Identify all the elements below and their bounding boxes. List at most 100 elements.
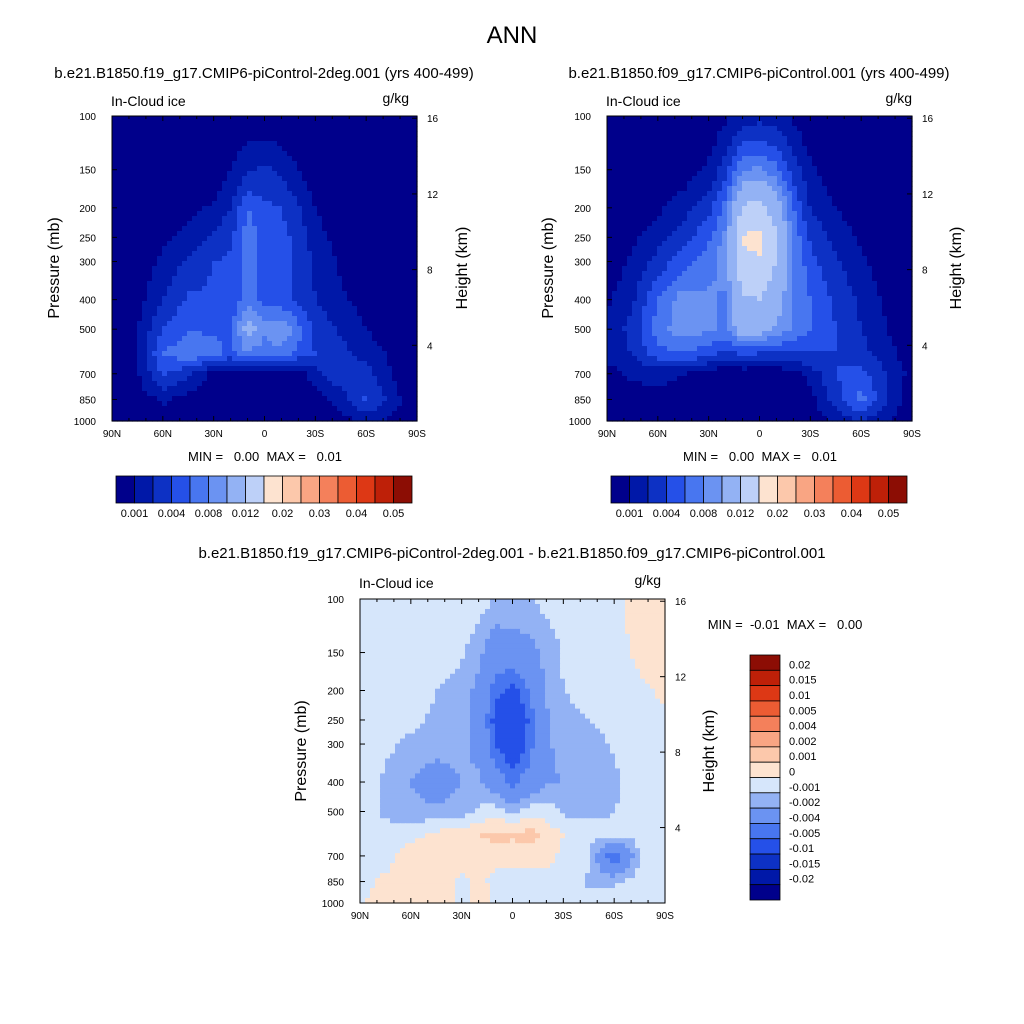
contour-cell: [842, 171, 848, 177]
contour-cell: [152, 366, 158, 372]
contour-cell: [332, 216, 338, 222]
contour-cell: [247, 411, 253, 417]
contour-cell: [392, 401, 398, 407]
contour-cell: [377, 316, 383, 322]
contour-cell: [707, 116, 713, 122]
contour-cell: [147, 371, 153, 377]
contour-cell: [117, 346, 123, 352]
contour-cell: [887, 121, 893, 127]
contour-cell: [327, 341, 333, 347]
contour-cell: [277, 346, 283, 352]
contour-cell: [117, 121, 123, 127]
contour-cell: [297, 246, 303, 252]
contour-cell: [357, 206, 363, 212]
contour-cell: [802, 196, 808, 202]
contour-cell: [412, 361, 418, 367]
contour-cell: [222, 366, 228, 372]
contour-cell: [312, 221, 318, 227]
contour-cell: [257, 406, 263, 412]
contour-cell: [167, 341, 173, 347]
contour-cell: [222, 216, 228, 222]
contour-cell: [362, 276, 368, 282]
contour-cell: [847, 171, 853, 177]
contour-cell: [307, 301, 313, 307]
contour-cell: [312, 301, 318, 307]
contour-cell: [127, 216, 133, 222]
contour-cell: [637, 196, 643, 202]
contour-cell: [242, 191, 248, 197]
contour-cell: [247, 246, 253, 252]
contour-cell: [277, 211, 283, 217]
contour-cell: [182, 296, 188, 302]
contour-cell: [262, 181, 268, 187]
contour-cell: [777, 206, 783, 212]
contour-cell: [222, 271, 228, 277]
contour-cell: [327, 236, 333, 242]
contour-cell: [362, 366, 368, 372]
contour-cell: [252, 256, 258, 262]
contour-cell: [767, 141, 773, 147]
contour-cell: [392, 301, 398, 307]
contour-cell: [192, 231, 198, 237]
contour-cell: [767, 161, 773, 167]
contour-cell: [362, 376, 368, 382]
contour-cell: [332, 121, 338, 127]
contour-cell: [117, 221, 123, 227]
contour-cell: [412, 226, 418, 232]
contour-cell: [762, 126, 768, 132]
panel-1-units: g/kg: [383, 90, 409, 106]
contour-cell: [212, 196, 218, 202]
contour-cell: [412, 356, 418, 362]
contour-cell: [847, 186, 853, 192]
contour-cell: [837, 201, 843, 207]
contour-cell: [197, 211, 203, 217]
contour-cell: [392, 291, 398, 297]
contour-cell: [297, 286, 303, 292]
contour-cell: [372, 176, 378, 182]
contour-cell: [322, 311, 328, 317]
contour-cell: [327, 176, 333, 182]
contour-cell: [247, 256, 253, 262]
contour-cell: [367, 216, 373, 222]
contour-cell: [372, 336, 378, 342]
contour-cell: [362, 116, 368, 122]
contour-cell: [257, 236, 263, 242]
contour-cell: [252, 286, 258, 292]
contour-cell: [232, 291, 238, 297]
contour-cell: [192, 391, 198, 397]
contour-cell: [112, 301, 118, 307]
contour-cell: [157, 231, 163, 237]
contour-cell: [282, 121, 288, 127]
contour-cell: [272, 291, 278, 297]
contour-cell: [752, 126, 758, 132]
contour-cell: [267, 351, 273, 357]
contour-cell: [172, 271, 178, 277]
contour-cell: [172, 361, 178, 367]
contour-cell: [402, 226, 408, 232]
contour-cell: [297, 211, 303, 217]
contour-cell: [137, 401, 143, 407]
contour-cell: [162, 311, 168, 317]
contour-cell: [337, 116, 343, 122]
contour-cell: [777, 156, 783, 162]
contour-cell: [227, 151, 233, 157]
contour-cell: [777, 166, 783, 172]
contour-cell: [162, 406, 168, 412]
contour-cell: [362, 181, 368, 187]
contour-cell: [252, 306, 258, 312]
contour-cell: [112, 186, 118, 192]
contour-cell: [392, 206, 398, 212]
contour-cell: [852, 146, 858, 152]
contour-cell: [757, 191, 763, 197]
contour-cell: [197, 181, 203, 187]
contour-cell: [317, 201, 323, 207]
contour-cell: [142, 306, 148, 312]
contour-cell: [267, 401, 273, 407]
contour-cell: [192, 371, 198, 377]
contour-cell: [157, 221, 163, 227]
contour-cell: [287, 271, 293, 277]
contour-cell: [142, 351, 148, 357]
contour-cell: [337, 306, 343, 312]
contour-cell: [907, 181, 913, 187]
